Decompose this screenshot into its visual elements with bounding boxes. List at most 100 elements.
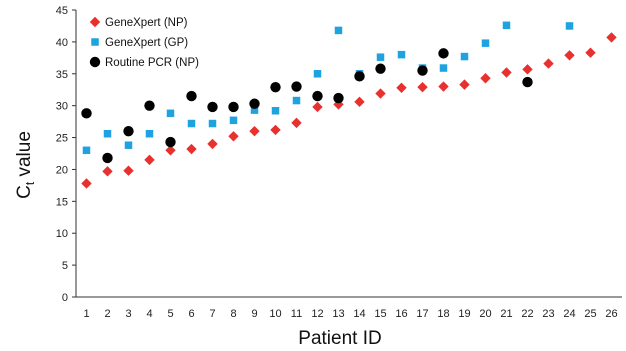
x-tick-label: 21 <box>500 308 512 320</box>
data-point-genexpert-np <box>501 67 512 78</box>
data-point-genexpert-gp <box>502 21 511 30</box>
data-point-genexpert-gp <box>313 70 322 78</box>
data-point-genexpert-gp <box>292 96 301 105</box>
data-point-routine-pcr-np <box>186 90 197 102</box>
data-point-genexpert-gp <box>145 129 154 138</box>
x-tick-label: 11 <box>291 308 302 320</box>
data-point-genexpert-np <box>228 131 239 142</box>
data-point-genexpert-np <box>165 145 176 156</box>
y-tick-label: 0 <box>62 292 68 304</box>
y-tick-label: 30 <box>56 101 68 113</box>
x-tick-label: 8 <box>230 308 236 320</box>
data-point-genexpert-np <box>396 82 407 94</box>
x-tick-label: 25 <box>584 308 596 320</box>
x-tick-label: 6 <box>188 308 194 320</box>
x-tick-label: 19 <box>458 308 470 320</box>
data-point-genexpert-gp <box>481 39 490 47</box>
legend-label-genexpert-np: GeneXpert (NP) <box>105 17 188 29</box>
data-point-genexpert-gp <box>271 107 280 115</box>
data-point-genexpert-np <box>333 99 344 110</box>
data-point-routine-pcr-np <box>81 108 92 119</box>
data-point-genexpert-gp <box>397 50 406 59</box>
data-point-routine-pcr-np <box>249 98 260 109</box>
x-tick-label: 14 <box>353 308 365 320</box>
x-tick-label: 26 <box>605 308 617 320</box>
data-point-genexpert-np <box>606 32 617 43</box>
x-tick-label: 7 <box>209 308 215 320</box>
series-genexpert-np <box>81 32 617 189</box>
y-axis-title: Ct value <box>14 131 37 199</box>
data-point-genexpert-gp <box>82 146 91 155</box>
data-point-genexpert-np <box>438 81 449 92</box>
legend-marker-routine-pcr-np <box>89 56 101 68</box>
x-tick-label: 9 <box>251 308 257 320</box>
data-point-genexpert-np <box>585 47 596 58</box>
x-tick-label: 2 <box>104 308 110 320</box>
x-tick-label: 3 <box>125 308 131 320</box>
data-point-genexpert-gp <box>376 53 385 61</box>
legend-marker-genexpert-np <box>89 16 101 28</box>
y-tick-label: 45 <box>56 5 68 17</box>
x-tick-label: 4 <box>146 308 152 320</box>
x-tick-label: 23 <box>542 308 554 320</box>
x-tick-label: 12 <box>311 308 323 320</box>
x-tick-label: 10 <box>269 308 281 320</box>
data-point-genexpert-np <box>102 166 113 177</box>
data-point-genexpert-gp <box>229 116 238 125</box>
data-point-genexpert-gp <box>208 119 217 128</box>
data-point-routine-pcr-np <box>375 63 386 74</box>
data-point-routine-pcr-np <box>312 90 323 102</box>
legend-label-genexpert-gp: GeneXpert (GP) <box>105 37 188 49</box>
y-tick-label: 5 <box>62 260 68 272</box>
x-tick-label: 24 <box>563 308 575 320</box>
data-point-routine-pcr-np <box>291 81 302 92</box>
data-point-genexpert-gp <box>439 64 448 72</box>
data-point-genexpert-np <box>249 125 260 137</box>
data-point-genexpert-np <box>312 101 323 113</box>
data-point-routine-pcr-np <box>270 81 281 93</box>
data-point-routine-pcr-np <box>354 71 365 82</box>
data-point-genexpert-np <box>354 96 365 108</box>
x-tick-label: 13 <box>332 308 344 320</box>
x-axis-title: Patient ID <box>298 328 381 349</box>
data-point-genexpert-gp <box>187 119 196 128</box>
legend-label-routine-pcr-np: Routine PCR (NP) <box>105 57 199 69</box>
data-point-genexpert-gp <box>166 109 175 118</box>
data-point-routine-pcr-np <box>102 152 113 164</box>
data-point-routine-pcr-np <box>438 48 449 59</box>
data-point-genexpert-gp <box>565 22 574 30</box>
chart-legend: GeneXpert (NP) GeneXpert (GP) Routine PCR … <box>89 16 199 69</box>
data-point-genexpert-np <box>459 79 470 90</box>
chart-marks <box>81 21 617 189</box>
x-tick-label: 20 <box>479 308 491 320</box>
y-tick-label: 15 <box>56 196 68 208</box>
x-tick-label: 5 <box>167 308 173 320</box>
data-point-genexpert-np <box>564 50 575 61</box>
y-tick-label: 40 <box>56 37 68 49</box>
data-point-genexpert-np <box>543 58 554 69</box>
data-point-genexpert-np <box>81 178 92 189</box>
data-point-genexpert-np <box>186 143 197 155</box>
y-axis-title-main: C <box>14 185 35 199</box>
y-tick-label: 20 <box>56 164 68 176</box>
data-point-genexpert-np <box>375 88 386 99</box>
x-tick-label: 17 <box>416 308 428 320</box>
x-tick-label: 18 <box>437 308 449 320</box>
data-point-genexpert-np <box>291 117 302 129</box>
data-point-genexpert-np <box>270 124 281 136</box>
series-routine-pcr-np <box>81 48 533 164</box>
legend-marker-genexpert-gp <box>91 38 99 46</box>
x-tick-label: 16 <box>395 308 407 320</box>
x-tick-label: 22 <box>521 308 533 320</box>
data-point-routine-pcr-np <box>417 65 428 76</box>
data-point-genexpert-gp <box>124 141 133 149</box>
data-point-genexpert-np <box>123 165 134 176</box>
data-point-routine-pcr-np <box>207 101 218 113</box>
data-point-genexpert-gp <box>250 106 259 114</box>
data-point-routine-pcr-np <box>228 101 239 113</box>
x-tick-label: 1 <box>83 308 89 320</box>
data-point-genexpert-np <box>522 64 533 75</box>
y-axis-title-subscript: t <box>23 181 37 185</box>
data-point-routine-pcr-np <box>165 136 176 148</box>
